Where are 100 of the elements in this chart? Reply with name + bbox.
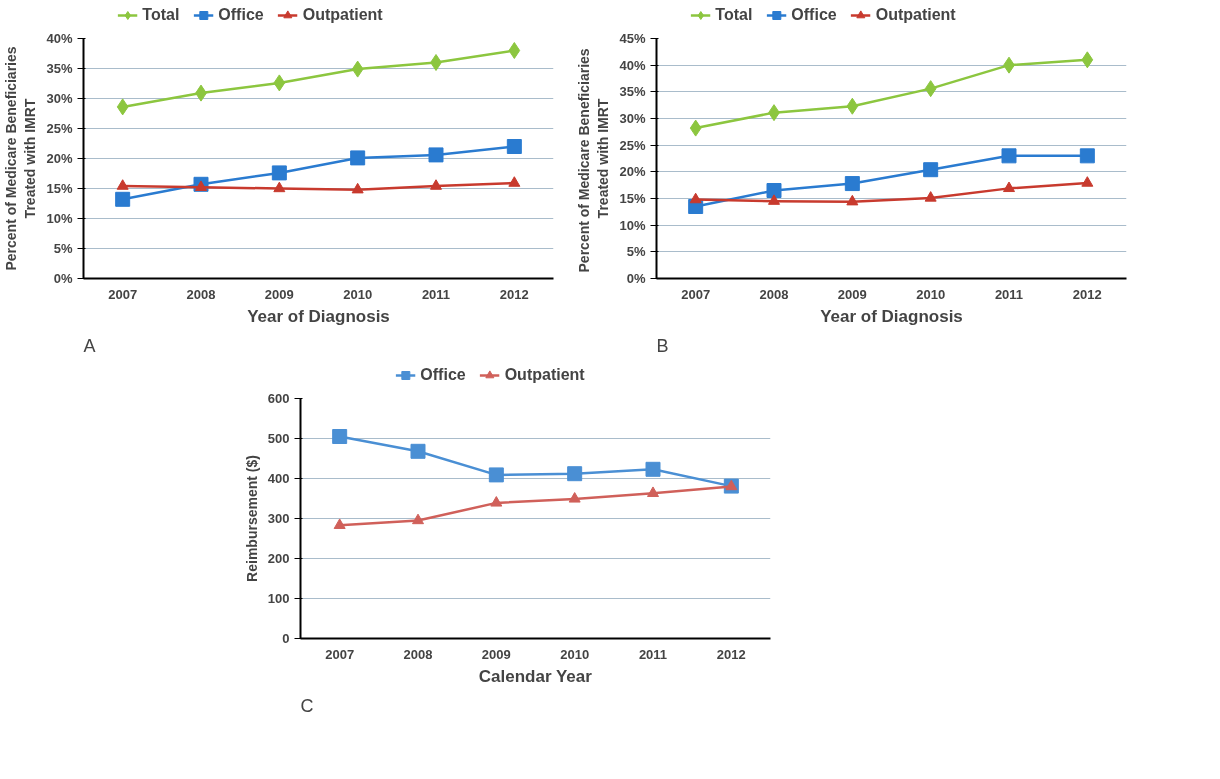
- y-tick-label: 35%: [619, 84, 646, 100]
- x-axis-title: Calendar Year: [478, 666, 593, 686]
- legend-label: Outpatient: [504, 366, 585, 384]
- y-axis-title: Percent of Medicare Beneficiaries Treated with IMRT: [3, 46, 39, 271]
- point: [428, 147, 444, 163]
- legend-label: Outpatient: [302, 6, 383, 24]
- x-tick-label: 2007: [108, 286, 138, 302]
- x-tick-label: 2010: [560, 646, 590, 662]
- point: [351, 182, 364, 194]
- y-tick-label: 5%: [626, 244, 646, 260]
- x-axis-title: Year of Diagnosis: [820, 306, 963, 326]
- point: [923, 162, 939, 178]
- y-tick-label: 400: [267, 471, 290, 486]
- y-tick-label: 0%: [626, 271, 646, 286]
- y-tick-label: 10%: [46, 211, 73, 226]
- point: [846, 97, 859, 115]
- point: [333, 518, 346, 529]
- x-tick-label: 2012: [716, 646, 746, 662]
- y-tick-label: 40%: [619, 57, 646, 73]
- point: [846, 194, 859, 206]
- y-tick-label: 200: [267, 551, 290, 566]
- point: [568, 492, 581, 503]
- point: [350, 150, 366, 166]
- point: [430, 179, 442, 190]
- y-tick-label: 0: [282, 631, 290, 646]
- point: [768, 194, 780, 205]
- x-tick-label: 2011: [638, 646, 668, 662]
- point: [567, 466, 583, 482]
- y-tick-label: 100: [267, 591, 290, 606]
- x-tick-label: 2009: [837, 286, 867, 302]
- x-tick-label: 2007: [681, 286, 711, 302]
- point: [271, 165, 287, 181]
- x-tick-label: 2010: [343, 286, 373, 302]
- y-tick-label: 0%: [53, 271, 73, 286]
- y-tick-label: 20%: [46, 151, 73, 166]
- point: [490, 496, 503, 507]
- x-tick-label: 2009: [481, 646, 511, 662]
- legend-label: Total: [142, 6, 180, 24]
- y-tick-label: 15%: [619, 191, 646, 206]
- y-tick-label: 10%: [619, 217, 646, 233]
- y-tick-label: 15%: [46, 181, 73, 196]
- point: [1081, 176, 1094, 187]
- x-tick-label: 2010: [916, 286, 946, 302]
- point: [844, 176, 860, 192]
- point: [351, 60, 364, 78]
- point: [115, 191, 131, 207]
- y-axis-title: Reimbursement ($): [243, 455, 260, 582]
- y-tick-label: 30%: [46, 91, 73, 106]
- point: [689, 119, 702, 137]
- y-axis-title: Percent of Medicare Beneficiaries Treated with IMRT: [576, 48, 612, 273]
- x-axis-title: Year of Diagnosis: [247, 306, 390, 326]
- point: [1003, 181, 1015, 193]
- x-tick-label: 2008: [759, 286, 789, 302]
- y-tick-label: 25%: [46, 121, 73, 136]
- point: [412, 513, 424, 525]
- point: [508, 176, 521, 187]
- point: [766, 183, 782, 198]
- point: [1081, 51, 1094, 69]
- y-tick-label: 45%: [619, 31, 646, 46]
- point: [273, 74, 286, 92]
- legend-label: Office: [791, 6, 837, 24]
- x-tick-label: 2012: [1072, 286, 1102, 302]
- point: [488, 467, 504, 483]
- y-tick-label: 600: [267, 391, 290, 406]
- point: [116, 179, 129, 190]
- y-tick-label: 300: [267, 511, 290, 526]
- x-tick-label: 2011: [994, 286, 1024, 302]
- x-tick-label: 2011: [421, 286, 451, 302]
- legend-label: Office: [420, 366, 466, 384]
- x-tick-label: 2012: [499, 286, 529, 302]
- point: [647, 486, 659, 497]
- legend-label: Total: [715, 6, 753, 24]
- point: [924, 191, 937, 202]
- y-tick-label: 40%: [46, 31, 73, 46]
- text: B: [656, 335, 669, 356]
- y-tick-label: 500: [267, 431, 290, 446]
- y-tick-label: 25%: [619, 137, 646, 153]
- legend-label: Office: [218, 6, 264, 24]
- point: [508, 42, 521, 59]
- y-tick-label: 20%: [619, 164, 646, 180]
- point: [924, 80, 937, 98]
- y-tick-label: 5%: [53, 241, 73, 256]
- text: C: [300, 695, 314, 716]
- point: [410, 443, 426, 459]
- point: [689, 192, 702, 204]
- point: [645, 461, 661, 477]
- point: [1001, 148, 1017, 164]
- x-tick-label: 2008: [186, 286, 216, 302]
- point: [506, 139, 522, 154]
- x-tick-label: 2008: [403, 646, 433, 662]
- point: [430, 54, 442, 71]
- point: [332, 429, 348, 444]
- x-tick-label: 2009: [264, 286, 294, 302]
- x-tick-label: 2007: [325, 646, 355, 662]
- point: [116, 98, 129, 116]
- point: [273, 181, 286, 193]
- point: [195, 180, 207, 191]
- legend-label: Outpatient: [875, 6, 956, 24]
- y-tick-label: 35%: [46, 61, 73, 76]
- text: A: [83, 335, 96, 356]
